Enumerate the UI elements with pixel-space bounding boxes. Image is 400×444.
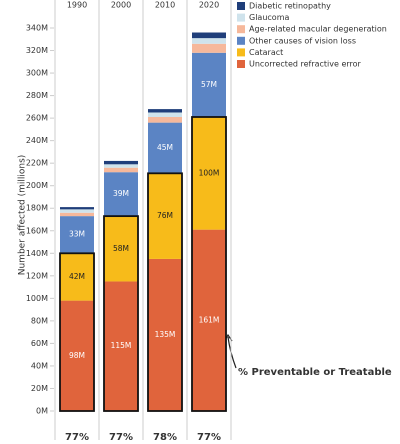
legend-label: Glaucoma [249,13,289,22]
value-label: 39M [113,189,129,198]
bar-segment [192,116,226,230]
value-label: 100M [199,168,220,177]
annotation: % Preventable or Treatable [238,367,392,378]
y-tick-label: 240M [26,136,48,145]
value-label: 115M [111,341,132,350]
preventable-label: 77% [197,432,221,440]
x-tick-label: 2020 [199,1,219,10]
bar-segment [192,38,226,44]
preventable-label: 78% [153,432,177,440]
y-tick-label: 100M [26,294,48,303]
bar-segment [192,32,226,39]
bar-segment [148,173,182,259]
x-tick-label: 1990 [67,1,87,10]
x-tick-label: 2000 [111,1,131,10]
x-tick-label: 2010 [155,1,175,10]
y-tick-label: 200M [26,181,48,190]
legend-swatch [237,60,245,68]
y-tick-label: 80M [31,316,48,325]
y-tick-label: 180M [26,204,48,213]
legend-swatch [237,25,245,34]
bar-segment [192,52,226,117]
bar-segment [104,160,138,165]
bar-segment [60,207,94,210]
y-tick-label: 40M [31,361,48,370]
bar-segment [192,229,226,411]
y-tick-label: 0M [36,407,48,416]
bar-segment [60,216,94,254]
value-label: 33M [69,230,85,239]
preventable-outline [103,215,139,412]
legend-swatch [237,13,245,22]
legend-label: Diabetic retinopathy [249,2,331,11]
bar-segment [104,172,138,217]
value-label: 76M [157,211,173,220]
preventable-label: 77% [65,432,89,440]
bar-segment [60,253,94,301]
y-tick-label: 140M [26,249,48,258]
bar-segment [104,164,138,168]
y-tick-label: 60M [31,339,48,348]
y-tick-label: 320M [26,46,48,55]
bar-segment [148,116,182,123]
y-tick-label: 160M [26,226,48,235]
preventable-outline [59,252,95,412]
y-tick-label: 340M [26,24,48,33]
value-label: 58M [113,244,129,253]
y-tick-label: 300M [26,69,48,78]
preventable-label: 77% [109,432,133,440]
bar-segment [104,216,138,282]
bar-segment [148,122,182,174]
bar-segment [60,212,94,217]
legend-label: Other causes of vision loss [249,36,356,45]
bar-segment [192,43,226,53]
bar-segment [104,281,138,411]
legend-label: Uncorrected refractive error [249,60,362,69]
y-tick-label: 260M [26,114,48,123]
y-tick-label: 20M [31,384,48,393]
y-tick-label: 280M [26,91,48,100]
bar-segment [148,109,182,113]
bar-segment [60,209,94,213]
legend-label: Cataract [249,48,283,57]
bar-segment [104,167,138,173]
y-axis-title: Number affected (millions) [18,155,28,276]
value-label: 161M [199,315,220,324]
bar-segment [148,258,182,411]
legend-swatch [237,2,245,10]
bar-segment [60,300,94,411]
preventable-outline [147,172,183,412]
legend-label: Age-related macular degeneration [249,25,387,34]
y-tick-label: 120M [26,271,48,280]
value-label: 42M [69,272,85,281]
value-label: 98M [69,351,85,360]
y-tick-label: 220M [26,159,48,168]
preventable-outline [191,116,227,412]
value-label: 135M [155,330,176,339]
legend-swatch [237,36,245,45]
value-label: 57M [201,80,217,89]
legend-swatch [237,48,245,57]
bar-segment [148,112,182,117]
value-label: 45M [157,143,173,152]
